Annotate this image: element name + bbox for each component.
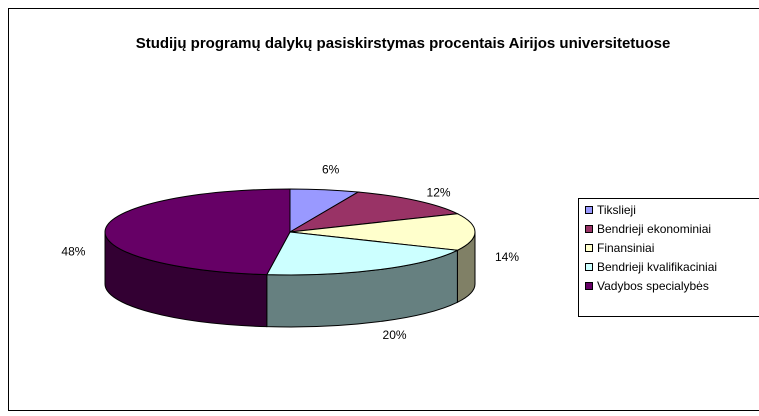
data-label: 12% bbox=[427, 185, 451, 199]
legend-label: Bendrieji ekonominiai bbox=[597, 222, 711, 236]
legend-swatch bbox=[585, 263, 593, 271]
legend-label: Bendrieji kvalifikaciniai bbox=[597, 260, 717, 274]
data-label: 20% bbox=[383, 328, 407, 342]
data-label: 14% bbox=[495, 250, 519, 264]
slice bbox=[265, 231, 460, 276]
legend-swatch bbox=[585, 244, 593, 252]
data-label: 6% bbox=[322, 163, 340, 177]
slice bbox=[289, 213, 476, 251]
legend-label: Finansiniai bbox=[597, 241, 654, 255]
slice bbox=[104, 188, 291, 276]
pie: 6% 12% 14% 20% 48% bbox=[61, 163, 519, 342]
slice bbox=[289, 191, 460, 233]
legend-swatch bbox=[585, 282, 593, 290]
legend-box bbox=[578, 198, 759, 317]
legend-label: Tikslieji bbox=[597, 203, 636, 217]
chart-title: Studijų programų dalykų pasiskirstymas p… bbox=[135, 35, 671, 52]
data-label: 48% bbox=[61, 245, 85, 259]
legend-label: Vadybos specialybės bbox=[597, 279, 709, 293]
legend-swatch bbox=[585, 206, 593, 214]
legend-swatch bbox=[585, 225, 593, 233]
legend: Tikslieji Bendrieji ekonominiai Finansinia… bbox=[585, 203, 717, 293]
